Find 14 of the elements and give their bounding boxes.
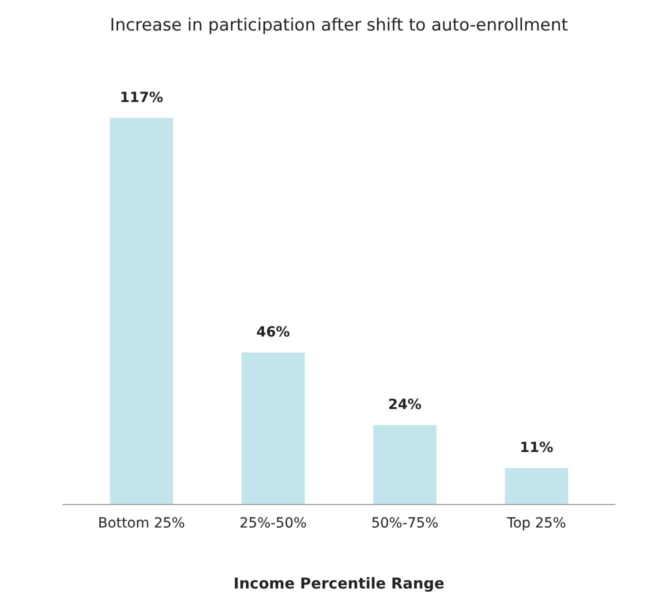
chart-title: Increase in participation after shift to auto-enrollment [110,16,568,36]
data-label: 117% [120,90,164,106]
x-tick-label: Top 25% [506,516,566,532]
x-tick-label: Bottom 25% [98,516,185,532]
x-tick-label: 25%-50% [240,516,307,532]
data-label: 11% [520,440,554,456]
bar [504,468,568,504]
x-tick-label: 50%-75% [371,516,438,532]
bar [373,425,436,504]
data-label: 46% [256,324,290,340]
bar [110,118,174,504]
data-label: 24% [388,397,422,414]
x-axis-title: Income Percentile Range [234,574,444,592]
bar [242,352,305,504]
